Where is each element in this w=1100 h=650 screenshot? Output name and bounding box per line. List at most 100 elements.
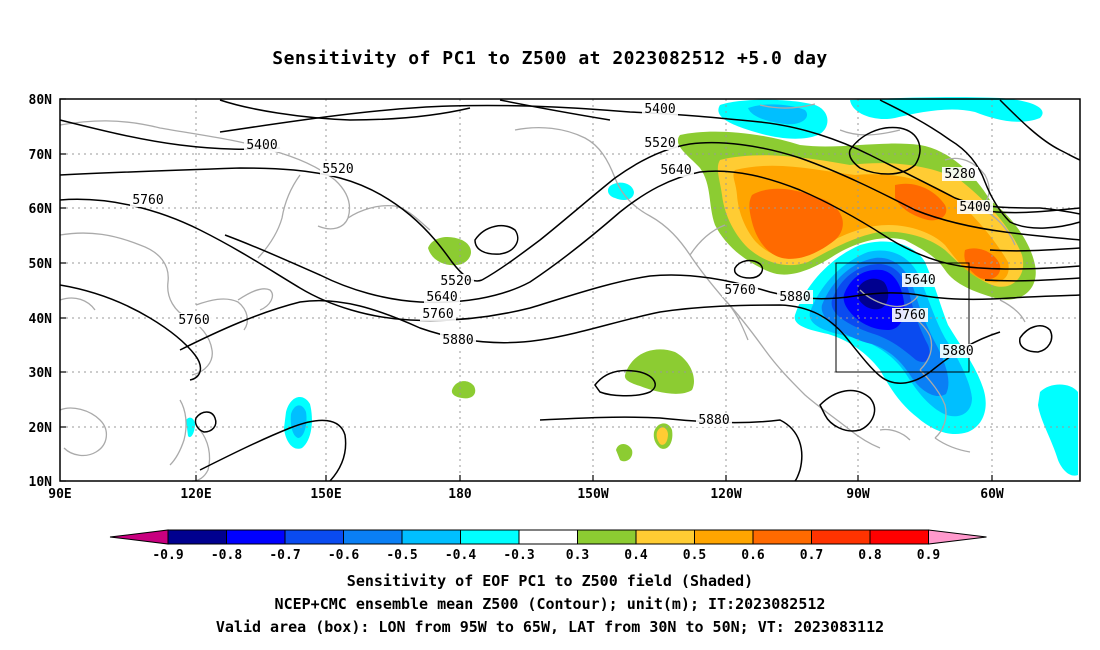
colorbar-swatch xyxy=(811,529,871,545)
contour-small-low-2 xyxy=(733,259,764,279)
colorbar-swatch xyxy=(869,529,929,545)
contour-5640-a xyxy=(224,170,1081,304)
colorbar-swatch xyxy=(401,529,461,545)
lat-label: 50N xyxy=(29,257,53,272)
z500-contours xyxy=(59,99,1081,482)
caption-line-shading: Sensitivity of EOF PC1 to Z500 field (Sh… xyxy=(346,572,754,590)
lon-label: 90W xyxy=(846,487,870,502)
contour-labels: 5400540054005520552055205640564056405760… xyxy=(130,102,993,428)
lat-label: 30N xyxy=(29,366,53,381)
contour-label-bg xyxy=(940,344,976,358)
contour-label-bg xyxy=(722,283,758,297)
colorbar-label: 0.6 xyxy=(741,548,765,563)
lon-label: 90E xyxy=(48,487,71,502)
contour-label-bg xyxy=(696,413,732,427)
contour-label: 5760 xyxy=(422,307,453,322)
contour-label-bg xyxy=(424,290,460,304)
map-frame xyxy=(59,98,1081,482)
contour-label: 5880 xyxy=(442,333,473,348)
colorbar-swatch xyxy=(752,529,812,545)
contour-label: 5640 xyxy=(660,163,691,178)
negative-region-arctic-2 xyxy=(850,97,1043,122)
colorbar-high-extension xyxy=(928,529,987,545)
positive-region-pacific-3 xyxy=(616,444,633,462)
contour-small-low-4 xyxy=(194,411,217,433)
lat-label: 70N xyxy=(29,148,53,163)
lon-label: 60W xyxy=(980,487,1004,502)
negative-lightblue-westpac xyxy=(290,405,307,438)
contour-label-bg xyxy=(438,274,474,288)
lat-label: 60N xyxy=(29,202,53,217)
colorbar-label: 0.3 xyxy=(566,548,589,563)
contour-label: 5880 xyxy=(942,344,973,359)
lat-label: 20N xyxy=(29,421,53,436)
colorbar-swatch xyxy=(460,529,520,545)
contour-label-bg xyxy=(244,138,280,152)
negative-region-pacific-small xyxy=(607,182,634,200)
lon-label: 120W xyxy=(710,487,741,502)
colorbar: -0.9 -0.8 -0.7 -0.6 -0.5 -0.4 -0.3 0.3 0.4 0.5 0.6… xyxy=(109,529,987,563)
contour-label-bg xyxy=(957,200,993,214)
contour-label: 5520 xyxy=(440,274,471,289)
contour-label-bg xyxy=(892,308,928,322)
lat-label: 80N xyxy=(29,93,53,108)
colorbar-label: -0.9 xyxy=(152,548,183,563)
positive-dark-orange-2 xyxy=(895,183,947,221)
contour-arctic xyxy=(219,99,471,121)
colorbar-label: -0.4 xyxy=(445,548,476,563)
contour-small-low-1 xyxy=(474,224,519,255)
contour-small-low-3 xyxy=(1019,325,1053,353)
contour-label: 5280 xyxy=(944,167,975,182)
contour-5880-e xyxy=(819,389,876,432)
contour-5280 xyxy=(879,99,1081,229)
coastlines xyxy=(59,103,1026,482)
contour-5880-a xyxy=(179,299,1001,384)
contour-east-1 xyxy=(999,99,1081,161)
contour-label-bg xyxy=(176,313,212,327)
contour-label: 5760 xyxy=(132,193,163,208)
contour-label: 5520 xyxy=(644,136,675,151)
contour-5880-b xyxy=(594,369,656,397)
positive-yellow-small xyxy=(656,427,668,445)
lon-label: 120E xyxy=(180,487,211,502)
contour-label: 5760 xyxy=(894,308,925,323)
caption-line-valid-area: Valid area (box): LON from 95W to 65W, L… xyxy=(215,618,885,636)
lat-label: 10N xyxy=(29,475,53,490)
contour-label-bg xyxy=(658,163,694,177)
contour-5520-b xyxy=(481,141,1081,281)
colorbar-label: -0.6 xyxy=(328,548,359,563)
colorbar-label: 0.9 xyxy=(917,548,940,563)
contour-label-bg xyxy=(902,273,938,287)
contour-5760-a xyxy=(59,198,1081,322)
contour-label-bg xyxy=(642,136,678,150)
colorbar-swatch xyxy=(694,529,754,545)
colorbar-swatch xyxy=(284,529,344,545)
contour-east-3 xyxy=(989,247,1081,252)
colorbar-label: 0.4 xyxy=(624,548,648,563)
contour-label: 5880 xyxy=(698,413,729,428)
colorbar-label: 0.5 xyxy=(683,548,706,563)
contour-5760-b xyxy=(59,284,202,381)
contour-label: 5520 xyxy=(322,162,353,177)
contour-label-bg xyxy=(130,193,166,207)
longitude-labels: 90E 120E 150E 180 150W 120W 90W 60W xyxy=(48,487,1004,502)
contour-label-bg xyxy=(942,167,978,181)
colorbar-swatch xyxy=(577,529,637,545)
contour-label-bg xyxy=(420,307,456,321)
contour-label: 5760 xyxy=(178,313,209,328)
contour-label: 5880 xyxy=(779,290,810,305)
contour-label-bg xyxy=(320,162,356,176)
lon-label: 180 xyxy=(448,487,472,502)
colorbar-label: -0.7 xyxy=(269,548,300,563)
colorbar-label: 0.8 xyxy=(858,548,882,563)
latitude-labels: 80N 70N 60N 50N 40N 30N 20N 10N xyxy=(29,93,53,490)
colorbar-swatch xyxy=(167,529,227,545)
colorbar-label: -0.5 xyxy=(386,548,417,563)
negative-region-westpac-2 xyxy=(186,417,195,438)
positive-region-pacific-2 xyxy=(451,381,476,399)
contour-label-bg xyxy=(777,290,813,304)
lon-label: 150E xyxy=(310,487,341,502)
positive-region-pacific-1 xyxy=(624,349,695,394)
colorbar-label: 0.7 xyxy=(800,548,823,563)
